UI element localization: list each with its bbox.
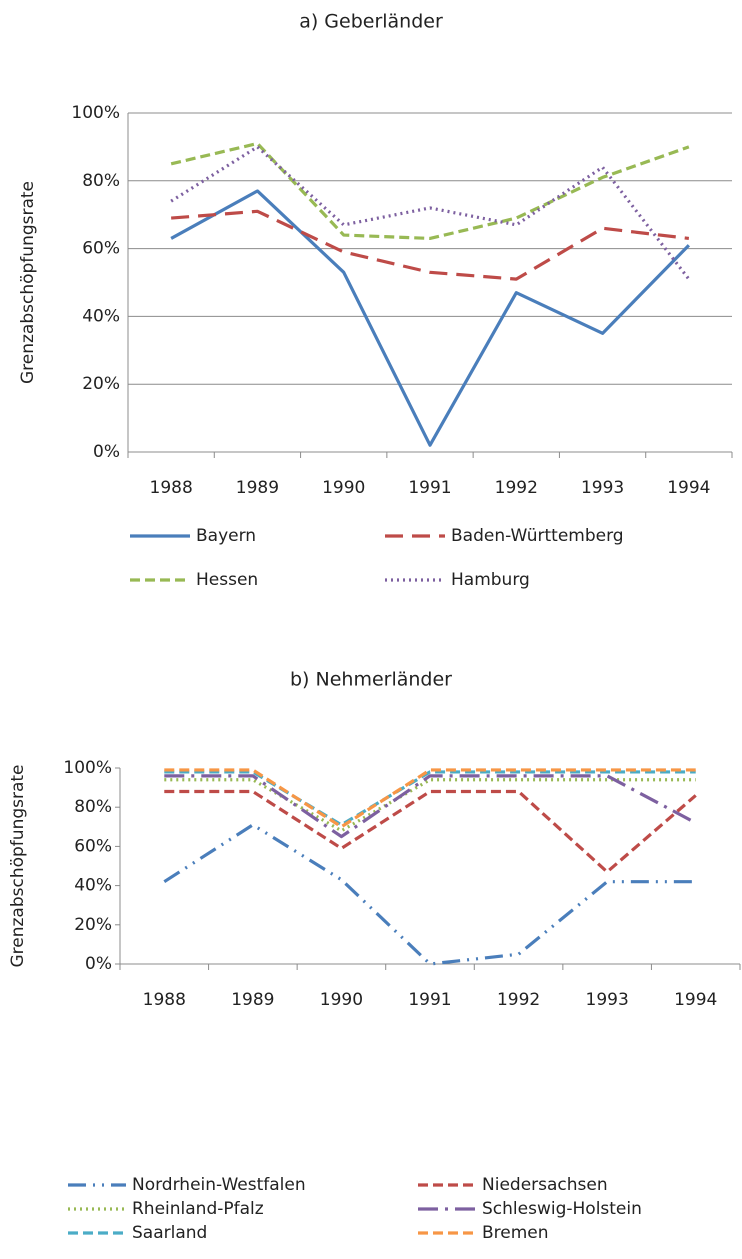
series-line [164,778,696,833]
y-tick-label: 60% [82,239,120,259]
legend-label: Saarland [132,1223,207,1243]
y-tick-label: 100% [71,103,120,123]
y-tick-label: 0% [93,442,120,462]
series-line [170,145,691,281]
legend-label: Bayern [196,526,256,546]
series-line [163,823,696,966]
legend-label: Niedersachsen [482,1175,608,1195]
legend-label: Hamburg [451,570,530,590]
x-tick-label: 1989 [236,478,279,498]
y-tick-label: 80% [74,797,112,817]
x-tick-label: 1994 [667,478,710,498]
x-tick-label: 1990 [322,478,365,498]
y-tick-label: 20% [74,915,112,935]
legend-label: Rheinland-Pfalz [132,1199,264,1219]
y-tick-label: 60% [74,836,112,856]
x-tick-label: 1988 [143,990,186,1010]
legend-label: Hessen [196,570,258,590]
y-tick-label: 100% [63,758,112,778]
y-axis-label: Grenzabschöpfungsrate [8,764,28,967]
legend-label: Baden-Württemberg [451,526,624,546]
series-line [171,209,690,281]
x-tick-label: 1994 [674,990,717,1010]
x-tick-label: 1992 [495,478,538,498]
x-tick-label: 1991 [408,478,451,498]
x-tick-label: 1991 [408,990,451,1010]
y-tick-label: 40% [82,306,120,326]
y-tick-label: 0% [85,954,112,974]
y-tick-label: 40% [74,876,112,896]
series-line [170,141,690,241]
x-tick-label: 1990 [320,990,363,1010]
x-tick-label: 1993 [586,990,629,1010]
x-tick-label: 1988 [150,478,193,498]
x-tick-label: 1989 [231,990,274,1010]
legend-label: Schleswig-Holstein [482,1199,642,1219]
x-tick-label: 1993 [581,478,624,498]
chart-title: b) Nehmerländer [290,669,452,691]
series-line [170,189,691,447]
y-tick-label: 20% [82,374,120,394]
y-tick-label: 80% [82,171,120,191]
chart-title: a) Geberländer [299,11,443,33]
x-tick-label: 1992 [497,990,540,1010]
series-line [164,770,696,827]
y-axis-label: Grenzabschöpfungsrate [18,181,38,384]
series-line [164,774,697,839]
legend-label: Nordrhein-Westfalen [132,1175,306,1195]
legend-label: Bremen [482,1223,549,1243]
